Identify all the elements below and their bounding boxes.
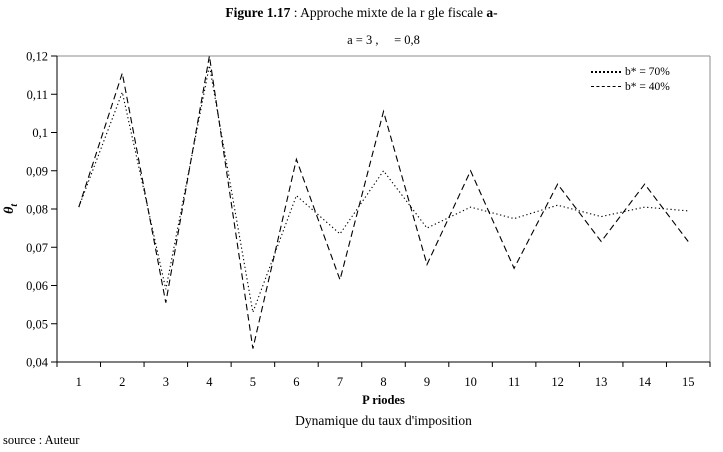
- x-tick-label: 5: [250, 375, 256, 389]
- legend-label-b70: b* = 70%: [625, 65, 670, 78]
- dashed-line-icon: [591, 86, 621, 87]
- y-axis-title: θt: [2, 204, 20, 214]
- x-tick-label: 9: [424, 375, 430, 389]
- chart-caption: Dynamique du taux d'imposition: [295, 413, 472, 428]
- y-tick-label: 0,05: [26, 317, 48, 331]
- legend-item-b70: b* = 70%: [591, 64, 670, 79]
- x-tick-label: 7: [337, 375, 343, 389]
- y-tick-label: 0,06: [26, 279, 48, 293]
- figure-number: Figure 1.17: [225, 5, 291, 20]
- y-axis-title-subscript: t: [8, 203, 20, 207]
- chart-legend: b* = 70% b* = 40%: [591, 64, 670, 94]
- x-tick-label: 2: [119, 375, 125, 389]
- figure-title: Figure 1.17 : Approche mixte de la r gle…: [16, 5, 707, 21]
- x-tick-label: 15: [682, 375, 695, 389]
- figure-title-suffix: a-: [486, 5, 498, 20]
- y-tick-label: 0,08: [26, 203, 48, 217]
- x-tick-label: 6: [293, 375, 299, 389]
- x-tick-label: 8: [380, 375, 386, 389]
- x-tick-label: 10: [464, 375, 477, 389]
- x-tick-label: 1: [76, 375, 82, 389]
- x-tick-label: 11: [508, 375, 520, 389]
- legend-label-b40: b* = 40%: [625, 80, 670, 93]
- x-axis-title: P riodes: [362, 393, 405, 407]
- legend-item-b40: b* = 40%: [591, 79, 670, 94]
- chart-subtitle: a = 3 , = 0,8: [347, 33, 420, 47]
- figure-title-separator: :: [290, 5, 301, 20]
- x-tick-label: 3: [163, 375, 169, 389]
- y-tick-label: 0,09: [26, 164, 48, 178]
- y-axis-title-symbol: θ: [2, 206, 18, 214]
- y-tick-label: 0,07: [26, 241, 48, 255]
- x-tick-label: 14: [638, 375, 651, 389]
- source-note: source : Auteur: [3, 433, 80, 447]
- x-tick-label: 12: [551, 375, 564, 389]
- y-tick-label: 0,11: [27, 88, 48, 102]
- y-tick-label: 0,04: [26, 356, 49, 370]
- x-tick-label: 13: [595, 375, 608, 389]
- dotted-line-icon: [591, 70, 621, 73]
- figure-title-text: Approche mixte de la r gle fiscale: [300, 5, 487, 20]
- series-line-b70: [78, 65, 689, 315]
- y-tick-label: 0,12: [26, 50, 48, 64]
- y-tick-label: 0,1: [32, 126, 48, 140]
- series-line-b40: [78, 55, 689, 349]
- x-tick-label: 4: [206, 375, 213, 389]
